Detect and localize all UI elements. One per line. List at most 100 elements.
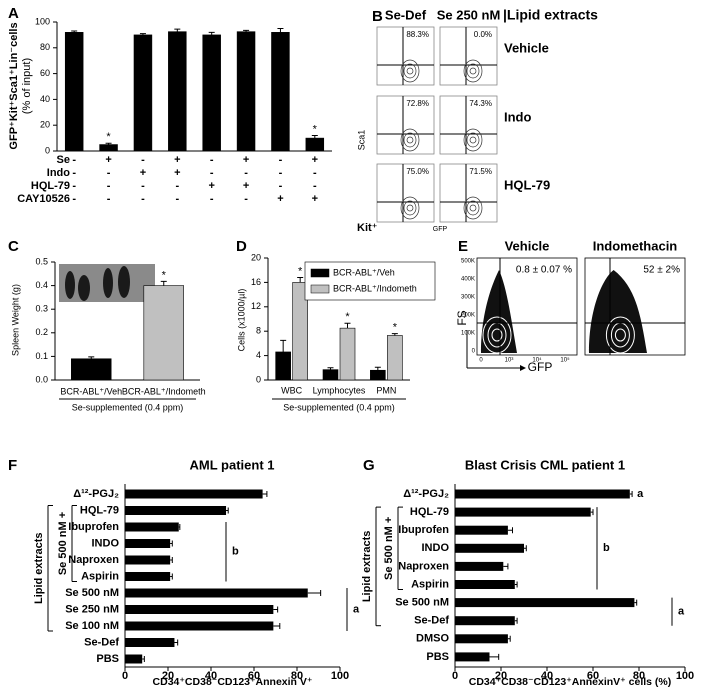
significance-mark: a — [637, 488, 644, 500]
treatment-sign: - — [244, 193, 248, 205]
y-tick-label: Aspirin — [81, 570, 119, 582]
x-tick-label: 0 — [122, 670, 128, 682]
treatment-sign: - — [175, 193, 179, 205]
bar — [64, 32, 84, 152]
error-bar — [208, 31, 215, 35]
y-tick-label: 16 — [251, 277, 261, 287]
treatment-sign: + — [277, 193, 283, 205]
treatment-sign: - — [279, 154, 283, 166]
error-bar — [170, 573, 173, 580]
gate-percent: 72.8% — [406, 99, 429, 108]
x-tick-label: 60 — [587, 670, 599, 682]
group-label: a — [678, 606, 685, 618]
contour — [403, 132, 417, 148]
bar — [125, 506, 227, 515]
error-bar — [280, 339, 287, 352]
y-tick-label: 20 — [251, 252, 261, 262]
row-label: Indo — [504, 109, 531, 124]
bar — [455, 616, 515, 626]
y-tick-label: Se-Def — [84, 636, 119, 648]
y-tick-label: 500K — [461, 259, 475, 265]
y-tick-label: Δ¹²-PGJ₂ — [403, 488, 449, 500]
bar — [168, 31, 187, 152]
treatment-name: CAY10526 — [17, 193, 70, 205]
header: |Lipid extracts — [503, 7, 598, 23]
y-tick-label: 400K — [461, 277, 475, 283]
y-axis-label: Cells (x1000/µl) — [236, 289, 246, 352]
x-tick-label: BCR-ABL⁺/Indometh — [122, 386, 206, 396]
treatment-sign: - — [210, 167, 214, 179]
spleen — [78, 275, 90, 301]
x-tick-label: 10³ — [505, 358, 514, 364]
error-bar — [503, 563, 509, 570]
bracket-label: Se 500 nM + — [383, 517, 395, 580]
bar — [339, 327, 356, 381]
treatment-name: Indo — [47, 167, 70, 179]
bar — [455, 543, 524, 553]
gate-percent: 0.8 ± 0.07 % — [516, 265, 572, 276]
error-bar — [178, 524, 181, 530]
bar — [455, 580, 515, 589]
bar — [125, 572, 171, 581]
contour — [463, 196, 483, 220]
bar — [455, 525, 508, 535]
y-tick-label: 200K — [461, 313, 475, 319]
arrow-head — [520, 365, 526, 371]
error-bar — [629, 491, 633, 497]
significance-mark: * — [162, 269, 167, 281]
contour — [400, 196, 420, 220]
corner-label: Kit⁺ — [357, 222, 378, 234]
treatment-sign: - — [107, 167, 111, 179]
error-bar — [297, 277, 304, 283]
y-axis-label: FS — [455, 310, 469, 325]
y-tick-label: 0 — [256, 374, 261, 384]
spleen — [65, 271, 75, 299]
error-bar — [174, 639, 179, 646]
y-tick-label: Ibuprofen — [68, 521, 119, 533]
significance-mark: * — [106, 131, 111, 143]
x-tick-label: 80 — [291, 670, 303, 682]
contour — [469, 136, 477, 144]
contour — [614, 328, 626, 342]
y-tick-label: Naproxen — [68, 554, 119, 566]
treatment-sign: + — [243, 180, 249, 192]
contour — [482, 316, 512, 354]
treatment-sign: + — [140, 167, 146, 179]
legend-swatch — [310, 284, 330, 294]
treatment-sign: - — [72, 193, 76, 205]
y-axis-label: Sca1 — [356, 130, 366, 151]
bar — [305, 137, 325, 152]
y-axis-label: GFP⁺Kit⁺Sca1⁺Lin⁻cells — [8, 22, 20, 149]
spleen — [103, 268, 113, 298]
y-tick-label: Se 100 nM — [65, 620, 119, 632]
bar — [125, 539, 171, 548]
bar — [125, 555, 171, 565]
bar — [143, 285, 184, 381]
treatment-sign: - — [141, 193, 145, 205]
error-bar — [327, 367, 334, 370]
chart-title: Blast Crisis CML patient 1 — [465, 457, 625, 472]
x-tick-label: 20 — [495, 670, 507, 682]
bar — [455, 507, 591, 517]
treatment-sign: + — [174, 154, 180, 166]
x-tick-label: 40 — [205, 670, 217, 682]
error-bar — [514, 617, 518, 624]
x-tick-label: WBC — [281, 385, 302, 395]
panel-label: A — [8, 5, 19, 22]
group-label: b — [603, 542, 610, 554]
error-bar — [590, 509, 594, 516]
y-tick-label: PBS — [426, 651, 449, 663]
group-label: b — [232, 546, 239, 558]
treatment-sign: - — [72, 167, 76, 179]
error-bar — [142, 656, 145, 662]
x-tick-label: 20 — [162, 670, 174, 682]
contour — [469, 204, 477, 212]
error-bar — [170, 540, 173, 547]
error-bar — [139, 33, 146, 35]
error-bar — [489, 653, 500, 660]
x-tick-label: Lymphocytes — [313, 385, 366, 395]
contour — [403, 63, 417, 79]
error-bar — [374, 366, 381, 371]
y-axis-label: Spleen Weight (g) — [10, 284, 20, 356]
error-bar — [634, 599, 638, 606]
